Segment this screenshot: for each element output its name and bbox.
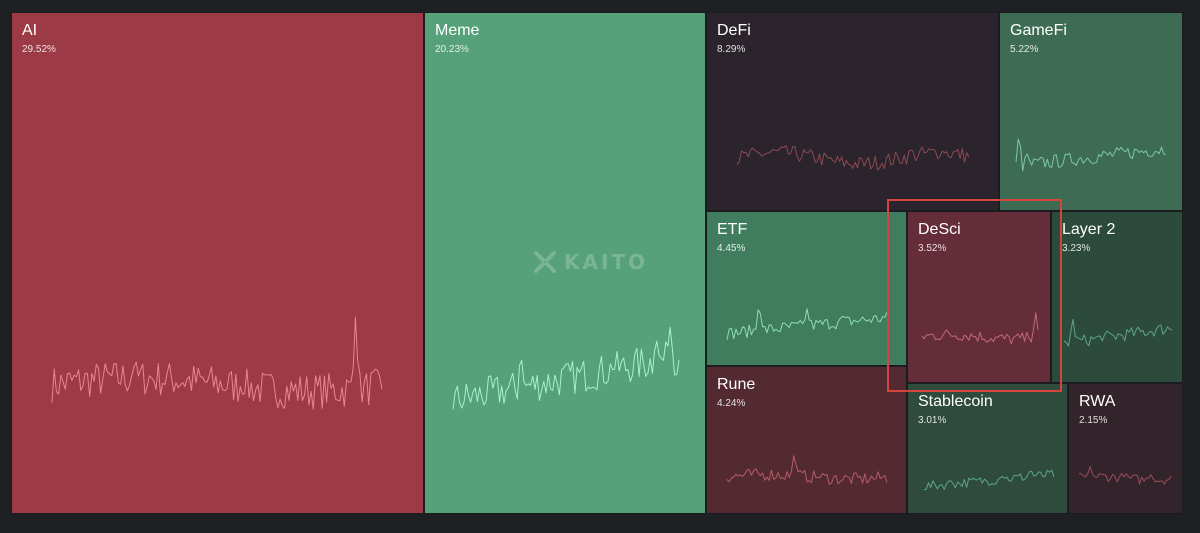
sparkline-series-defi	[736, 145, 970, 171]
sparkline	[726, 308, 888, 340]
tile-ai[interactable]: AI 29.52%	[11, 12, 424, 514]
kaito-watermark: KAITO	[534, 250, 648, 274]
sparkline	[923, 469, 1055, 491]
sparkline-series-rune	[726, 455, 888, 485]
tile-share: 8.29%	[717, 44, 746, 55]
sparkline-series-layer-2	[1063, 318, 1173, 347]
tile-label: Meme	[435, 22, 480, 39]
sparkline	[1078, 466, 1172, 485]
tile-stablecoin[interactable]: Stablecoin 3.01%	[907, 383, 1068, 514]
tile-label: RWA	[1079, 393, 1116, 410]
tile-label: AI	[22, 22, 38, 39]
sparkline	[921, 312, 1039, 345]
tile-share: 4.24%	[717, 398, 746, 409]
tile-label: Stablecoin	[918, 393, 993, 410]
tile-share: 20.23%	[435, 44, 469, 55]
tile-share: 3.52%	[918, 243, 947, 254]
tile-desci[interactable]: DeSci 3.52%	[907, 211, 1051, 383]
sparkline-series-stablecoin	[923, 469, 1055, 491]
sparkline	[726, 455, 888, 485]
sparkline-series-rwa	[1078, 466, 1172, 485]
sparkline	[1015, 138, 1167, 172]
tile-meme[interactable]: Meme 20.23%	[424, 12, 706, 514]
tile-share: 4.45%	[717, 243, 746, 254]
sparkline	[1063, 318, 1173, 347]
tile-gamefi[interactable]: GameFi 5.22%	[999, 12, 1183, 211]
sparkline	[452, 326, 680, 410]
tile-layer-2[interactable]: Layer 2 3.23%	[1051, 211, 1183, 383]
tile-etf[interactable]: ETF 4.45%	[706, 211, 907, 366]
sparkline	[736, 145, 970, 171]
tile-share: 29.52%	[22, 44, 56, 55]
sparkline-series-etf	[726, 308, 888, 340]
tile-defi[interactable]: DeFi 8.29%	[706, 12, 999, 211]
tile-label: GameFi	[1010, 22, 1067, 39]
tile-rwa[interactable]: RWA 2.15%	[1068, 383, 1183, 514]
sparkline-series-gamefi	[1015, 138, 1167, 172]
tile-share: 3.01%	[918, 415, 947, 426]
tile-label: ETF	[717, 221, 748, 238]
tile-share: 3.23%	[1062, 243, 1091, 254]
tile-rune[interactable]: Rune 4.24%	[706, 366, 907, 514]
sparkline-series-desci	[921, 312, 1039, 345]
kaito-logo-icon	[534, 251, 556, 273]
tile-label: Layer 2	[1062, 221, 1116, 238]
sparkline-series-ai	[51, 316, 383, 410]
watermark-text: KAITO	[564, 250, 649, 274]
tile-label: Rune	[717, 376, 756, 393]
tile-label: DeFi	[717, 22, 751, 39]
sparkline	[51, 316, 383, 410]
tile-share: 2.15%	[1079, 415, 1108, 426]
tile-share: 5.22%	[1010, 44, 1039, 55]
tile-label: DeSci	[918, 221, 961, 238]
sparkline-series-meme	[452, 326, 680, 410]
